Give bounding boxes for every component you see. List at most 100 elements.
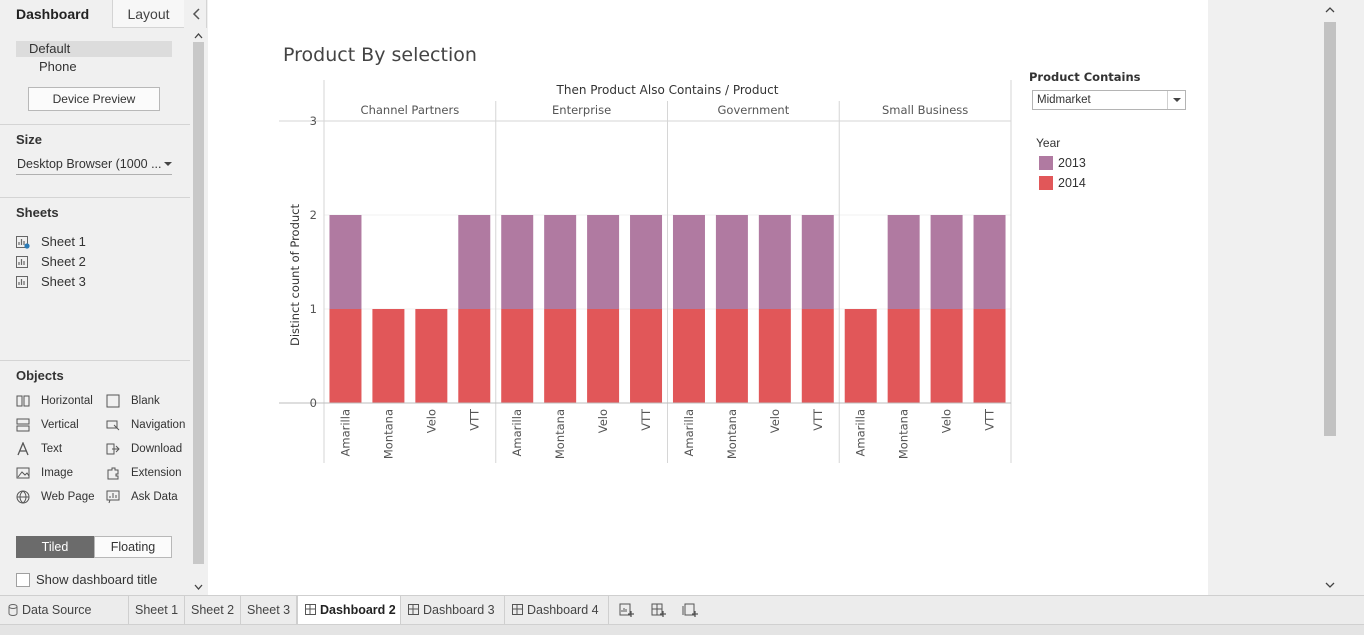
dashboard-icon [305, 604, 316, 615]
bar-2014-channel-partners-montana [372, 309, 405, 403]
tiled-button[interactable]: Tiled [16, 536, 94, 558]
new-dashboard-icon[interactable] [650, 602, 668, 618]
device-default[interactable]: Default [16, 41, 172, 57]
objects-section-title: Objects [16, 368, 64, 383]
bar-2013-channel-partners-vtt [458, 215, 491, 309]
bar-2014-enterprise-montana [544, 309, 577, 403]
show-title-label: Show dashboard title [36, 572, 158, 587]
bar-2014-small-business-velo [930, 309, 963, 403]
category-tick-label: Amarilla [338, 409, 352, 456]
device-phone[interactable]: Phone [39, 59, 77, 74]
tab-dashboard[interactable]: Dashboard [16, 6, 90, 22]
category-tick-label: Montana [553, 409, 567, 459]
scroll-up-icon[interactable] [1324, 4, 1336, 16]
legend-swatch [1039, 156, 1053, 170]
scroll-down-icon[interactable] [193, 581, 204, 593]
scroll-up-icon[interactable] [193, 30, 204, 42]
tab-label: Sheet 2 [191, 603, 235, 617]
navigation-icon [106, 420, 120, 431]
show-title-checkbox[interactable] [16, 573, 30, 587]
worksheet-icon [16, 276, 28, 288]
filter-title: Product Contains [1029, 70, 1141, 84]
pane-header-label: Enterprise [552, 103, 611, 117]
legend-label: 2013 [1058, 156, 1086, 170]
divider [0, 124, 190, 125]
tab-label: Data Source [22, 603, 92, 617]
tab-label: Sheet 1 [135, 603, 179, 617]
panel-scrollbar[interactable] [190, 28, 207, 595]
tab-label: Sheet 3 [247, 603, 291, 617]
tab-dashboard-2[interactable]: Dashboard 2 [297, 596, 401, 624]
canvas-scrollbar[interactable] [1322, 0, 1338, 595]
new-story-icon[interactable] [682, 602, 700, 618]
bar-chart: Then Product Also Contains / Product Chan… [279, 80, 1012, 463]
pane-header-label: Channel Partners [361, 103, 460, 117]
bar-2014-government-montana [715, 309, 748, 403]
bar-2014-government-amarilla [672, 309, 705, 403]
sheets-section-title: Sheets [16, 205, 59, 220]
floating-button[interactable]: Floating [94, 536, 172, 558]
scroll-down-icon[interactable] [1324, 579, 1336, 591]
bar-2013-government-amarilla [672, 215, 705, 309]
tab-layout[interactable]: Layout [112, 0, 184, 28]
bar-2013-enterprise-velo [587, 215, 620, 309]
dropdown-button[interactable] [1167, 91, 1185, 109]
sheet-label: Sheet 2 [41, 254, 86, 269]
bar-2014-enterprise-vtt [630, 309, 663, 403]
pane-header-label: Government [718, 103, 790, 117]
bar-2013-enterprise-amarilla [501, 215, 534, 309]
column-header-label: Then Product Also Contains / Product [556, 83, 779, 97]
divider [0, 197, 190, 198]
category-tick-label: VTT [639, 408, 653, 431]
bar-2013-channel-partners-amarilla [329, 215, 362, 309]
category-tick-label: Velo [768, 409, 782, 433]
filter-value: Midmarket [1037, 94, 1091, 106]
bar-2013-enterprise-vtt [630, 215, 663, 309]
bar-2014-enterprise-velo [587, 309, 620, 403]
pane-header-label: Small Business [882, 103, 968, 117]
size-dropdown[interactable]: Desktop Browser (1000 ... [16, 155, 172, 175]
tab-dashboard-4[interactable]: Dashboard 4 [505, 596, 609, 624]
tab-data-source[interactable]: Data Source [0, 596, 129, 624]
scrollbar-thumb[interactable] [193, 42, 204, 564]
bar-2014-channel-partners-vtt [458, 309, 491, 403]
object-label: Image [41, 467, 73, 479]
collapse-panel-icon[interactable] [190, 6, 204, 22]
bar-2014-enterprise-amarilla [501, 309, 534, 403]
chart-title: Product By selection [283, 44, 477, 66]
bar-2014-government-velo [758, 309, 791, 403]
y-tick-label: 1 [310, 302, 317, 316]
chevron-down-icon [164, 162, 172, 166]
ask-data-icon [106, 490, 120, 504]
bar-2014-small-business-amarilla [844, 309, 877, 403]
product-contains-dropdown[interactable]: Midmarket [1032, 90, 1186, 110]
scrollbar-thumb[interactable] [1324, 22, 1336, 436]
object-label: Vertical [41, 419, 79, 431]
tab-sheet-3[interactable]: Sheet 3 [241, 596, 297, 624]
object-label: Web Page [41, 491, 95, 503]
bar-2013-small-business-montana [887, 215, 920, 309]
category-tick-label: Amarilla [510, 409, 524, 456]
worksheet-icon [16, 236, 30, 249]
bar-2014-channel-partners-velo [415, 309, 448, 403]
tab-dashboard-3[interactable]: Dashboard 3 [401, 596, 505, 624]
device-preview-button[interactable]: Device Preview [28, 87, 160, 111]
bar-2014-small-business-vtt [973, 309, 1006, 403]
tab-sheet-1[interactable]: Sheet 1 [129, 596, 185, 624]
new-worksheet-icon[interactable] [618, 602, 636, 618]
chevron-down-icon [1173, 98, 1181, 102]
sheet-label: Sheet 3 [41, 274, 86, 289]
vertical-icon [16, 418, 30, 432]
dashboard-side-panel: Dashboard Layout Default Phone Device Pr… [0, 0, 207, 595]
tab-sheet-2[interactable]: Sheet 2 [185, 596, 241, 624]
bar-2013-government-velo [758, 215, 791, 309]
category-tick-label: Amarilla [854, 409, 868, 456]
category-tick-label: Velo [424, 409, 438, 433]
divider [0, 360, 190, 361]
bar-2013-enterprise-montana [544, 215, 577, 309]
horizontal-icon [16, 395, 30, 407]
image-icon [16, 467, 30, 479]
tab-label: Dashboard 4 [527, 603, 599, 617]
size-dropdown-value: Desktop Browser (1000 ... [17, 157, 162, 171]
